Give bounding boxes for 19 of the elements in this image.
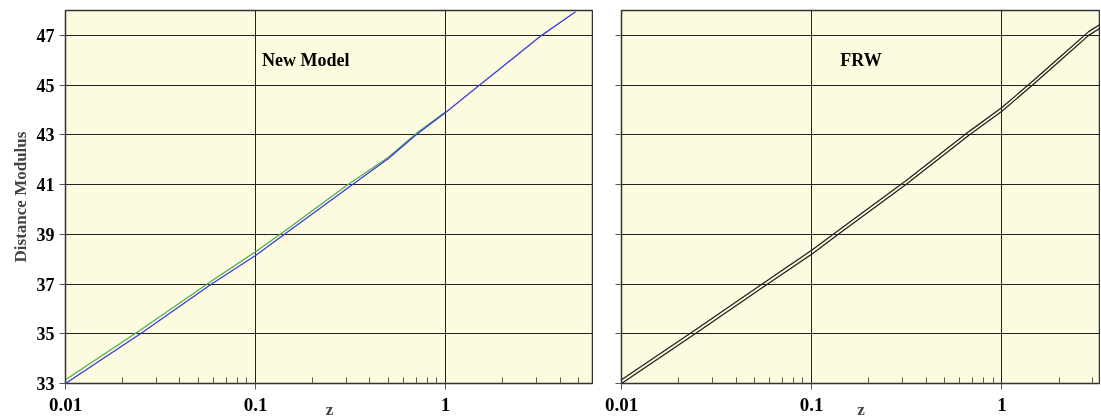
y-tick-label: 37 [36,274,55,295]
x-tick-label: 0.1 [243,393,268,415]
x-tick-label: 1 [440,393,451,415]
x-axis-title: z [325,399,334,419]
x-tick-label: 1 [997,393,1007,415]
text: New Model [262,50,350,71]
y-tick-label: 47 [36,25,55,46]
x-axis-title: z [857,399,866,419]
y-tick-label: 35 [36,324,55,345]
y-tick-label: 33 [36,374,55,394]
y-tick-label: 39 [36,224,55,245]
y-tick-label: 41 [36,175,55,196]
y-axis-title: Distance Modulus [10,131,30,263]
x-tick-label: 0.1 [799,393,824,415]
x-tick-label: 0.01 [48,393,83,415]
y-tick-label: 43 [36,125,55,146]
text: FRW [840,50,882,71]
x-tick-label: 0.01 [604,393,639,415]
y-tick-label: 45 [36,75,55,96]
